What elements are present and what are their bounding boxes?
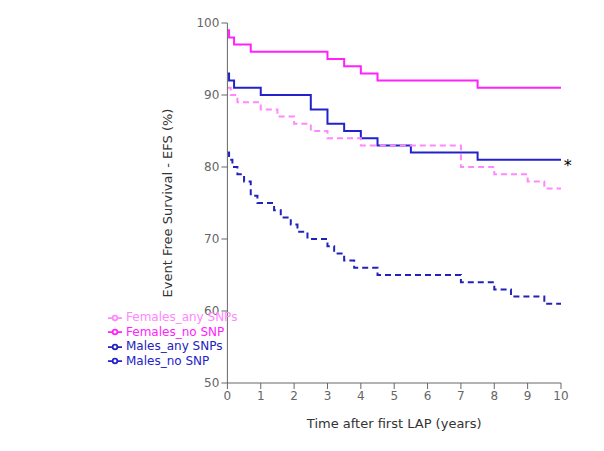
svg-text:7: 7 <box>457 389 465 403</box>
svg-text:100: 100 <box>196 16 219 30</box>
svg-text:2: 2 <box>290 389 298 403</box>
svg-text:80: 80 <box>204 160 219 174</box>
svg-text:3: 3 <box>324 389 332 403</box>
svg-text:*: * <box>564 156 572 175</box>
svg-text:Time after first LAP (years): Time after first LAP (years) <box>306 416 482 431</box>
svg-text:4: 4 <box>357 389 365 403</box>
svg-text:6: 6 <box>424 389 432 403</box>
svg-text:9: 9 <box>524 389 532 403</box>
svg-text:1: 1 <box>257 389 265 403</box>
svg-text:10: 10 <box>553 389 568 403</box>
svg-text:50: 50 <box>204 376 219 390</box>
svg-text:8: 8 <box>490 389 498 403</box>
svg-text:5: 5 <box>390 389 398 403</box>
svg-text:Event Free Survival - EFS (%): Event Free Survival - EFS (%) <box>160 109 175 298</box>
svg-text:70: 70 <box>204 232 219 246</box>
svg-text:0: 0 <box>224 389 232 403</box>
svg-text:60: 60 <box>204 304 219 318</box>
svg-text:90: 90 <box>204 88 219 102</box>
